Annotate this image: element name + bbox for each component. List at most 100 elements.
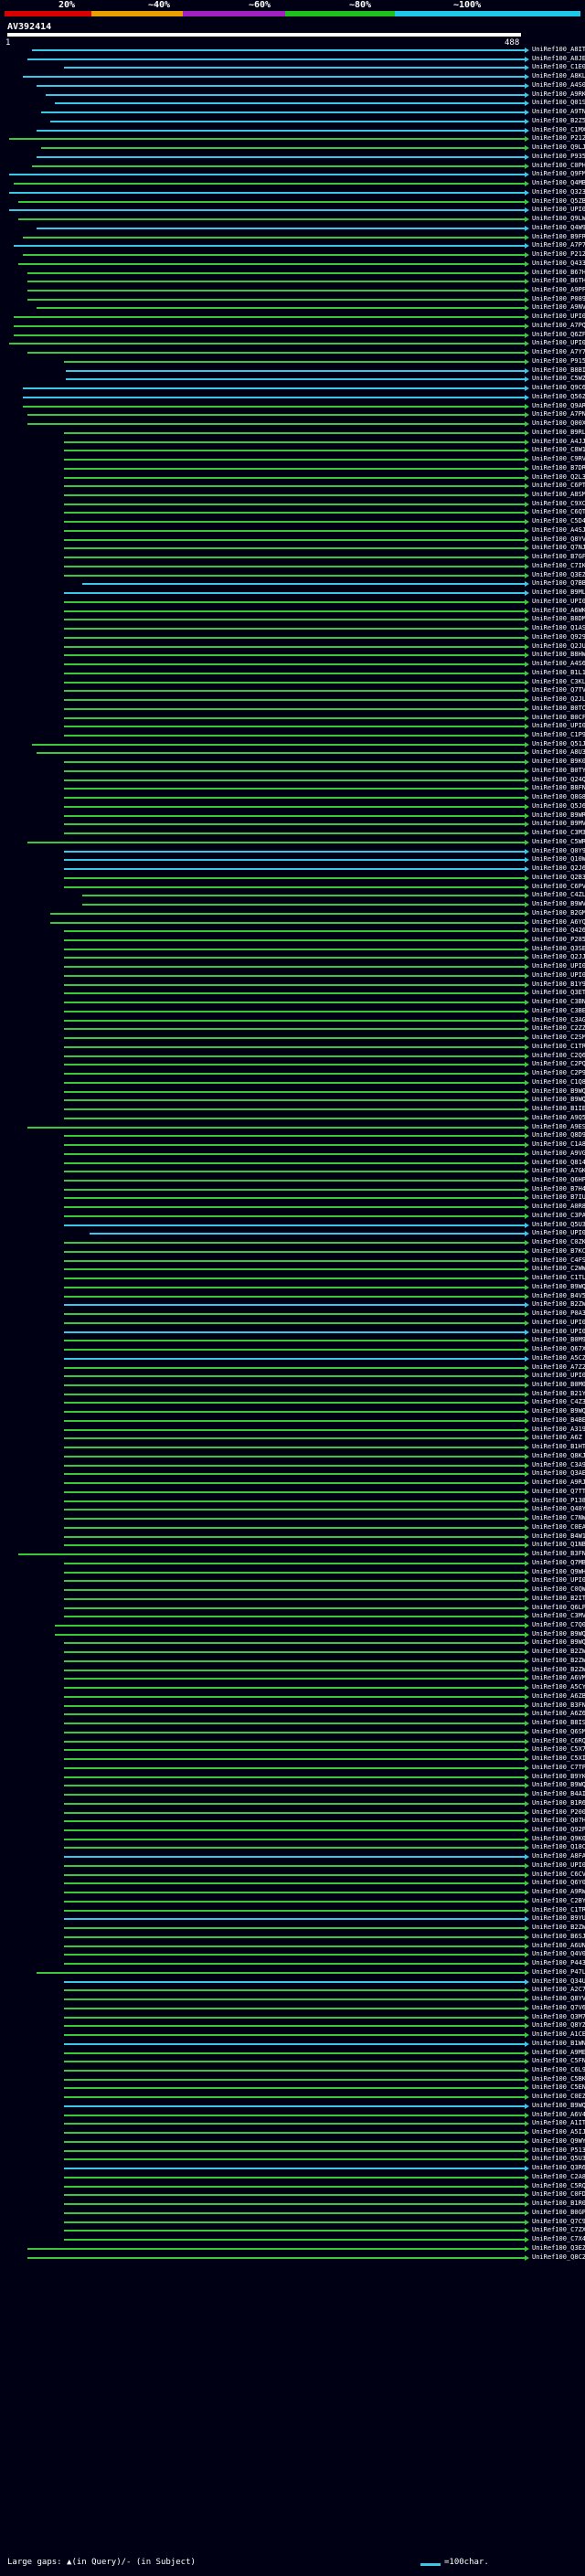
- hit-label[interactable]: UniRef100_A8FA63: [532, 1852, 585, 1860]
- hit-row[interactable]: UniRef100_B9MLY9: [0, 588, 585, 597]
- hit-row[interactable]: UniRef100_Q01SD7: [0, 99, 585, 107]
- hit-label[interactable]: UniRef100_B67HN2: [532, 268, 585, 276]
- hit-row[interactable]: UniRef100_A9RKJ5: [0, 90, 585, 99]
- hit-label[interactable]: UniRef100_C2SMD1: [532, 1034, 585, 1042]
- hit-row[interactable]: UniRef100_Q3EZV1: [0, 2244, 585, 2253]
- hit-row[interactable]: UniRef100_C7TPN8: [0, 1764, 585, 1772]
- hit-row[interactable]: UniRef100_B9YK72: [0, 1773, 585, 1781]
- hit-row[interactable]: UniRef100_C1TLH4: [0, 1274, 585, 1282]
- hit-label[interactable]: UniRef100_Q0Y972: [532, 846, 585, 854]
- hit-row[interactable]: UniRef100_B9WQP8: [0, 1630, 585, 1638]
- hit-label[interactable]: UniRef100_A7Y7L7: [532, 348, 585, 356]
- hit-label[interactable]: UniRef100_A7Z207: [532, 1362, 585, 1371]
- hit-row[interactable]: UniRef100_B7H407: [0, 1185, 585, 1193]
- hit-label[interactable]: UniRef100_Q92P57: [532, 1826, 585, 1833]
- hit-row[interactable]: UniRef100_Q32361: [0, 188, 585, 196]
- hit-label[interactable]: UniRef100_C3BEZ2: [532, 1006, 585, 1014]
- hit-label[interactable]: UniRef100_C3PAV1: [532, 1211, 585, 1219]
- hit-row[interactable]: UniRef100_Q43311: [0, 260, 585, 268]
- hit-label[interactable]: UniRef100_A6Z640: [532, 1710, 585, 1718]
- hit-row[interactable]: UniRef100_A9PF58: [0, 286, 585, 294]
- hit-row[interactable]: UniRef100_C2WW24: [0, 1265, 585, 1273]
- hit-label[interactable]: UniRef100_UPI000...: [532, 339, 585, 347]
- hit-row[interactable]: UniRef100_C1E011: [0, 63, 585, 71]
- hit-label[interactable]: UniRef100_C1E011: [532, 63, 585, 71]
- hit-row[interactable]: UniRef100_Q7TVP3: [0, 686, 585, 694]
- hit-row[interactable]: UniRef100_B9RLC9: [0, 429, 585, 437]
- hit-row[interactable]: UniRef100_P51349: [0, 2147, 585, 2155]
- hit-row[interactable]: UniRef100_C3BNS6: [0, 998, 585, 1006]
- hit-row[interactable]: UniRef100_C6RQN3: [0, 1737, 585, 1745]
- hit-label[interactable]: UniRef100_P28598: [532, 936, 585, 943]
- hit-label[interactable]: UniRef100_B7DR97: [532, 463, 585, 472]
- hit-row[interactable]: UniRef100_A9TN22: [0, 108, 585, 116]
- hit-label[interactable]: UniRef100_Q3ETE0: [532, 989, 585, 997]
- hit-label[interactable]: UniRef100_A6Z F92: [532, 1434, 585, 1442]
- hit-row[interactable]: UniRef100_B2Z5C5: [0, 117, 585, 125]
- hit-label[interactable]: UniRef100_B4W1J9: [532, 1532, 585, 1540]
- hit-label[interactable]: UniRef100_Q3EZV4: [532, 570, 585, 578]
- hit-row[interactable]: UniRef100_C1A8L8: [0, 1140, 585, 1149]
- hit-row[interactable]: UniRef100_C4Z3C6: [0, 1398, 585, 1406]
- hit-row[interactable]: UniRef100_Q7BBB4: [0, 579, 585, 588]
- hit-row[interactable]: UniRef100_Q2JJ04: [0, 953, 585, 961]
- hit-row[interactable]: UniRef100_C3BEZ2: [0, 1007, 585, 1015]
- hit-label[interactable]: UniRef100_C3BNS6: [532, 998, 585, 1006]
- hit-row[interactable]: UniRef100_B0TYE1: [0, 767, 585, 775]
- hit-row[interactable]: UniRef100_A7PQB1: [0, 322, 585, 330]
- hit-row[interactable]: UniRef100_B3FNQ8: [0, 1701, 585, 1710]
- hit-label[interactable]: UniRef100_C6QTL2: [532, 508, 585, 516]
- hit-row[interactable]: UniRef100_C0PHP3: [0, 162, 585, 170]
- hit-row[interactable]: UniRef100_C5EN67: [0, 2083, 585, 2092]
- hit-row[interactable]: UniRef100_C6QTL2: [0, 508, 585, 516]
- hit-label[interactable]: UniRef100_Q5U305: [532, 2155, 585, 2163]
- hit-label[interactable]: UniRef100_Q9C667: [532, 384, 585, 392]
- hit-row[interactable]: UniRef100_B1R612: [0, 1799, 585, 1807]
- hit-label[interactable]: UniRef100_Q4V029: [532, 1950, 585, 1958]
- hit-row[interactable]: UniRef100_Q5J647: [0, 802, 585, 811]
- hit-label[interactable]: UniRef100_Q3EZV1: [532, 2243, 585, 2252]
- hit-label[interactable]: UniRef100_Q2B307: [532, 873, 585, 881]
- hit-label[interactable]: UniRef100_Q7MBC7: [532, 1558, 585, 1566]
- hit-label[interactable]: UniRef100_Q8C2F1: [532, 2253, 585, 2261]
- hit-label[interactable]: UniRef100_B2GMV2: [532, 908, 585, 917]
- hit-label[interactable]: UniRef100_A6V427: [532, 2110, 585, 2118]
- hit-row[interactable]: UniRef100_C3AGM5: [0, 1016, 585, 1024]
- hit-label[interactable]: UniRef100_Q9LWT6: [532, 215, 585, 223]
- hit-label[interactable]: UniRef100_B8HWB3: [532, 651, 585, 659]
- hit-label[interactable]: UniRef100_B9WQ07: [532, 1087, 585, 1095]
- hit-label[interactable]: UniRef100_C0EZC4: [532, 2093, 585, 2101]
- hit-row[interactable]: UniRef100_C5FNS5: [0, 2057, 585, 2065]
- hit-label[interactable]: UniRef100_C4ZLB0: [532, 891, 585, 899]
- hit-label[interactable]: UniRef100_C5FNS5: [532, 2057, 585, 2065]
- hit-row[interactable]: UniRef100_Q8YV84: [0, 535, 585, 544]
- hit-row[interactable]: UniRef100_Q9WHU8: [0, 1568, 585, 1576]
- hit-row[interactable]: UniRef100_Q9WYA6: [0, 2137, 585, 2146]
- hit-label[interactable]: UniRef100_C7TPN8: [532, 1763, 585, 1771]
- hit-row[interactable]: UniRef100_B2GMV2: [0, 909, 585, 917]
- hit-row[interactable]: UniRef100_C0FDP3: [0, 2190, 585, 2199]
- hit-row[interactable]: UniRef100_B8FN77: [0, 784, 585, 792]
- hit-label[interactable]: UniRef100_A9RKJ5: [532, 90, 585, 98]
- hit-label[interactable]: UniRef100_UPI000...: [532, 970, 585, 979]
- hit-label[interactable]: UniRef100_UPI000...: [532, 1860, 585, 1869]
- hit-label[interactable]: UniRef100_A9MET1: [532, 2048, 585, 2056]
- hit-label[interactable]: UniRef100_Q6SMZ8: [532, 1727, 585, 1735]
- hit-label[interactable]: UniRef100_Q43311: [532, 259, 585, 267]
- hit-label[interactable]: UniRef100_Q8KJ24: [532, 1451, 585, 1459]
- hit-row[interactable]: UniRef100_Q67XB0: [0, 1345, 585, 1353]
- hit-row[interactable]: UniRef100_A5CYN4: [0, 1683, 585, 1691]
- hit-label[interactable]: UniRef100_C1Q810: [532, 1077, 585, 1086]
- hit-label[interactable]: UniRef100_Q7TTT6: [532, 1487, 585, 1495]
- hit-label[interactable]: UniRef100_C1TR06: [532, 1905, 585, 1913]
- hit-row[interactable]: UniRef100_Q9AR01: [0, 402, 585, 410]
- hit-label[interactable]: UniRef100_Q9WYA6: [532, 2136, 585, 2145]
- hit-row[interactable]: UniRef100_B0CFG6: [0, 714, 585, 722]
- hit-row[interactable]: UniRef100_P08927: [0, 295, 585, 303]
- hit-label[interactable]: UniRef100_B2ZWU2: [532, 1665, 585, 1673]
- hit-label[interactable]: UniRef100_P13834: [532, 1496, 585, 1504]
- hit-label[interactable]: UniRef100_A6UNR2: [532, 1941, 585, 1949]
- hit-row[interactable]: UniRef100_Q1NB53: [0, 1541, 585, 1549]
- hit-label[interactable]: UniRef100_C9RVK1: [532, 455, 585, 463]
- hit-label[interactable]: UniRef100_A6VMY7: [532, 1674, 585, 1682]
